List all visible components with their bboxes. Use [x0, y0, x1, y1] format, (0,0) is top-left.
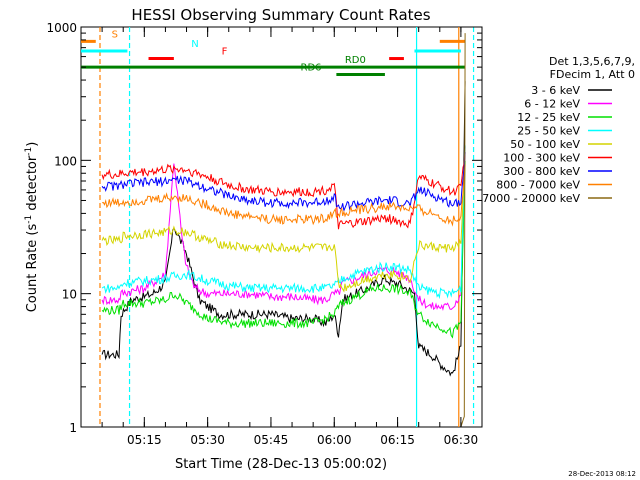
legend-entry-label: 7000 - 20000 keV [482, 192, 580, 205]
x-tick-label: 06:30 [444, 433, 479, 447]
legend-entry-label: 50 - 100 keV [510, 138, 580, 151]
x-tick-label: 06:00 [317, 433, 352, 447]
legend-header-2: FDecim 1, Att 0 [550, 68, 635, 81]
legend-header-1: Det 1,3,5,6,7,9, [549, 55, 635, 68]
flag-label: RD0 [345, 55, 366, 66]
y-tick-label: 100 [54, 154, 77, 168]
series-lines [101, 33, 466, 428]
series-line [101, 81, 466, 377]
x-tick-label: 05:15 [127, 433, 162, 447]
y-axis-ticks: 1 10 100 1000 [46, 21, 482, 435]
series-line [101, 152, 466, 213]
series-line [101, 152, 466, 230]
legend-entry-label: 12 - 25 keV [517, 111, 580, 124]
flag-label: RD6 [301, 63, 322, 74]
series-line [101, 164, 466, 227]
footer-timestamp: 28-Dec-2013 08:12 [568, 470, 636, 478]
y-axis-label-close: ) [25, 142, 40, 147]
x-axis-label: Start Time (28-Dec-13 05:00:02) [175, 457, 387, 472]
legend-entry-label: 800 - 7000 keV [496, 179, 580, 192]
series-line [101, 146, 466, 312]
y-tick-label: 1000 [46, 21, 77, 35]
y-axis-label-sup: -1 [24, 215, 34, 224]
series-line [101, 160, 466, 339]
y-axis-label-sup2: -1 [24, 147, 34, 156]
legend-entry-label: 3 - 6 keV [531, 84, 580, 97]
legend-entry-label: 100 - 300 keV [503, 152, 580, 165]
plot-area [80, 26, 483, 428]
x-tick-label: 06:15 [380, 433, 415, 447]
y-axis-label-mid: detector [25, 155, 40, 215]
flag-label: N [191, 39, 198, 50]
x-tick-label: 05:30 [190, 433, 225, 447]
series-line [460, 33, 466, 428]
chart-title: HESSI Observing Summary Count Rates [131, 6, 430, 24]
series-line [101, 165, 466, 293]
x-axis-ticks: 05:15 05:30 05:45 06:00 06:15 06:30 [80, 27, 483, 447]
legend: Det 1,3,5,6,7,9, FDecim 1, Att 0 3 - 6 k… [482, 55, 635, 205]
series-line [101, 145, 466, 300]
x-tick-label: 05:45 [254, 433, 289, 447]
flag-bars: S N F RD0 RD6 [81, 29, 466, 77]
flag-label: S [112, 29, 118, 40]
y-axis-label-main: Count Rate (s [25, 224, 40, 313]
legend-entry-label: 300 - 800 keV [503, 165, 580, 178]
flag-label: F [222, 47, 228, 58]
y-axis-label: Count Rate (s-1 detector-1) [24, 142, 40, 313]
vertical-markers [99, 27, 475, 427]
legend-entry-label: 6 - 12 keV [524, 98, 580, 111]
plot-border [80, 26, 483, 428]
y-tick-label: 1 [69, 421, 77, 435]
y-tick-label: 10 [62, 288, 77, 302]
legend-entry-label: 25 - 50 keV [517, 125, 580, 138]
